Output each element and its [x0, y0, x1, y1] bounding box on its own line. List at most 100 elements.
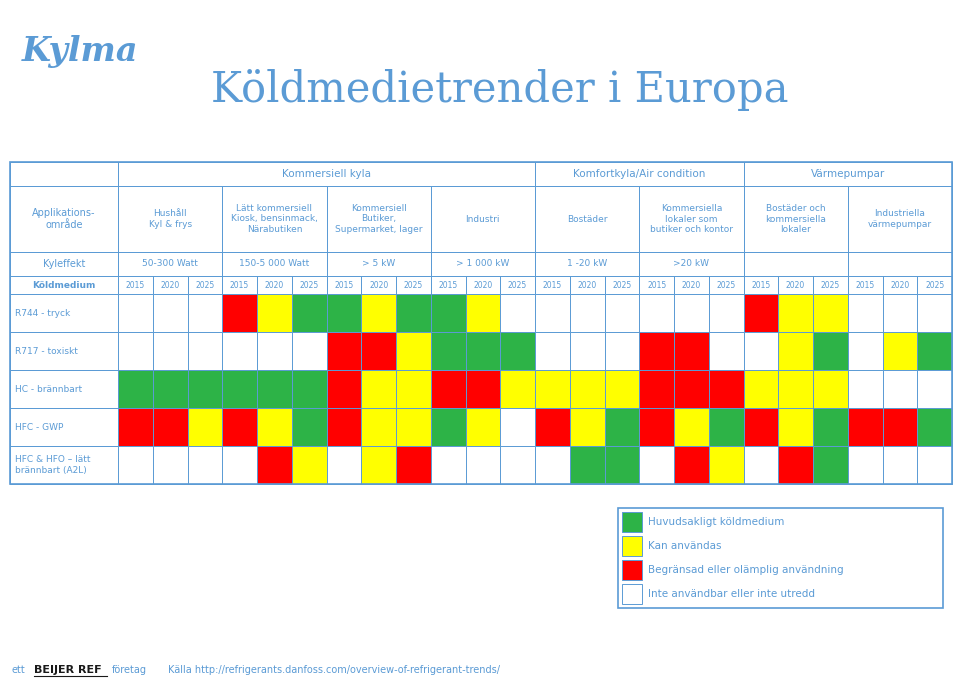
Text: 2025: 2025	[195, 281, 214, 289]
Bar	[639, 276, 674, 294]
Text: 2020: 2020	[160, 281, 180, 289]
Bar	[326, 332, 361, 370]
Text: ett: ett	[12, 665, 26, 675]
Bar	[431, 252, 535, 276]
Bar	[674, 446, 708, 484]
Text: 2015: 2015	[230, 281, 250, 289]
Bar	[674, 332, 708, 370]
Bar	[431, 186, 535, 252]
Bar	[431, 294, 466, 332]
Bar	[569, 294, 605, 332]
Bar	[396, 276, 431, 294]
Bar	[813, 332, 848, 370]
Bar	[779, 370, 813, 408]
Bar	[10, 162, 118, 186]
Bar	[500, 276, 535, 294]
Bar	[223, 186, 326, 252]
Bar	[292, 294, 326, 332]
Bar	[743, 162, 952, 186]
Text: Kommersiell
Butiker,
Supermarket, lager: Kommersiell Butiker, Supermarket, lager	[335, 204, 422, 234]
Bar	[917, 370, 952, 408]
Bar	[622, 584, 642, 604]
Bar	[848, 408, 882, 446]
Bar	[917, 446, 952, 484]
Bar	[118, 408, 153, 446]
Text: Kommersiella
lokaler som
butiker och kontor: Kommersiella lokaler som butiker och kon…	[650, 204, 732, 234]
Text: 2020: 2020	[890, 281, 909, 289]
Text: 2015: 2015	[126, 281, 145, 289]
Bar	[779, 446, 813, 484]
Bar	[813, 294, 848, 332]
Bar	[622, 560, 642, 580]
Bar	[500, 332, 535, 370]
Bar	[622, 536, 642, 556]
Text: 2025: 2025	[821, 281, 840, 289]
Bar	[848, 294, 882, 332]
Text: Industriella
värmepumpar: Industriella värmepumpar	[868, 209, 932, 228]
Bar	[361, 370, 396, 408]
Text: R744 - tryck: R744 - tryck	[15, 309, 70, 318]
Bar	[813, 276, 848, 294]
Text: 2020: 2020	[682, 281, 701, 289]
Bar	[466, 276, 500, 294]
Bar	[10, 332, 118, 370]
Bar	[326, 408, 361, 446]
Bar	[187, 276, 223, 294]
Text: 2025: 2025	[508, 281, 527, 289]
Text: Värmepumpar: Värmepumpar	[810, 169, 885, 179]
Bar	[431, 370, 466, 408]
Bar	[779, 294, 813, 332]
Bar	[882, 370, 917, 408]
Bar	[223, 446, 257, 484]
Text: Köldmedietrender i Europa: Köldmedietrender i Europa	[211, 69, 789, 111]
Bar	[743, 252, 848, 276]
Text: 2015: 2015	[647, 281, 666, 289]
Bar	[257, 276, 292, 294]
Bar	[292, 276, 326, 294]
Text: Kan användas: Kan användas	[648, 541, 722, 551]
Bar	[708, 370, 743, 408]
Bar	[639, 252, 743, 276]
Bar	[535, 370, 569, 408]
Bar	[708, 332, 743, 370]
Bar	[779, 408, 813, 446]
Bar	[848, 332, 882, 370]
Bar	[743, 370, 779, 408]
Bar	[618, 508, 943, 608]
Text: Källa http://refrigerants.danfoss.com/overview-of-refrigerant-trends/: Källa http://refrigerants.danfoss.com/ov…	[168, 665, 500, 675]
Bar	[674, 408, 708, 446]
Bar	[917, 408, 952, 446]
Bar	[10, 408, 118, 446]
Bar	[674, 370, 708, 408]
Text: Bostäder: Bostäder	[566, 215, 608, 224]
Bar	[605, 408, 639, 446]
Bar	[535, 276, 569, 294]
Bar	[708, 294, 743, 332]
Bar	[535, 252, 639, 276]
Bar	[622, 512, 642, 532]
Bar	[569, 408, 605, 446]
Bar	[431, 276, 466, 294]
Bar	[326, 294, 361, 332]
Text: Köldmedium: Köldmedium	[33, 281, 96, 289]
Bar	[813, 408, 848, 446]
Text: 2015: 2015	[439, 281, 458, 289]
Bar	[708, 408, 743, 446]
Bar	[10, 370, 118, 408]
Text: företag: företag	[112, 665, 147, 675]
Bar	[396, 370, 431, 408]
Bar	[569, 332, 605, 370]
Text: > 5 kW: > 5 kW	[362, 259, 396, 268]
Text: R717 - toxiskt: R717 - toxiskt	[15, 346, 78, 355]
Bar	[500, 408, 535, 446]
Bar	[708, 276, 743, 294]
Text: 2020: 2020	[473, 281, 492, 289]
Bar	[848, 370, 882, 408]
Bar	[326, 186, 431, 252]
Text: Kommersiell kyla: Kommersiell kyla	[282, 169, 371, 179]
Bar	[361, 276, 396, 294]
Bar	[257, 446, 292, 484]
Bar	[153, 294, 187, 332]
Text: 150-5 000 Watt: 150-5 000 Watt	[239, 259, 309, 268]
Bar	[848, 252, 952, 276]
